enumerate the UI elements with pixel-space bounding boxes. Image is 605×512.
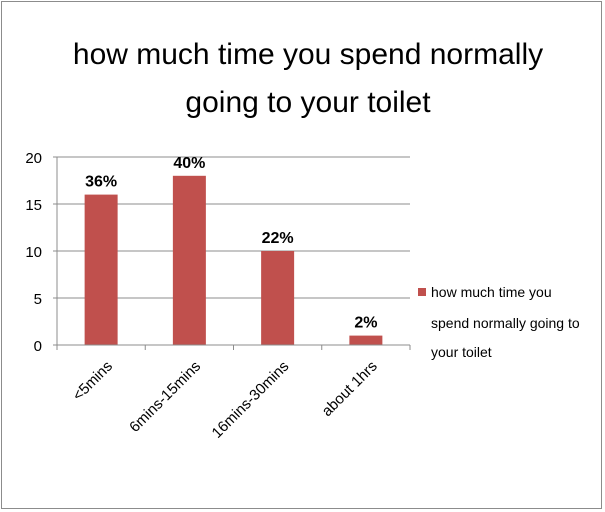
x-axis-ticks: <5mins 6mins-15mins 16mins-30mins about 1hr… <box>69 358 380 442</box>
legend-label-line-3: your toilet <box>431 344 492 360</box>
x-tick-label: <5mins <box>69 358 116 405</box>
chart-title-line-2: going to your toilet <box>185 86 431 119</box>
y-axis-ticks: 0 5 10 15 20 <box>25 150 57 355</box>
chart-title-line-1: how much time you spend normally <box>73 38 543 71</box>
x-tick-label: 16mins-30mins <box>209 358 293 442</box>
data-label: 22% <box>262 230 294 247</box>
y-tick-label: 15 <box>25 197 42 214</box>
bar <box>349 335 383 345</box>
y-tick-label: 10 <box>25 244 42 261</box>
y-tick-label: 0 <box>34 338 42 355</box>
bar-series <box>84 175 383 345</box>
y-tick-label: 20 <box>25 150 42 167</box>
y-tick-label: 5 <box>34 291 42 308</box>
x-tick-label: 6mins-15mins <box>126 358 204 436</box>
data-label: 2% <box>354 315 377 332</box>
data-label: 40% <box>173 155 205 172</box>
bar <box>261 251 295 345</box>
legend: how much time you spend normally going t… <box>418 284 580 360</box>
data-label: 36% <box>85 174 117 191</box>
x-tick-label: about 1hrs <box>319 358 381 420</box>
data-labels: 36% 40% 22% 2% <box>85 155 377 332</box>
legend-label-line-2: spend normally going to <box>431 315 580 331</box>
axes <box>56 157 411 350</box>
bar <box>84 194 118 345</box>
legend-swatch <box>418 288 426 296</box>
legend-label-line-1: how much time you <box>431 284 552 300</box>
bar <box>172 175 206 345</box>
